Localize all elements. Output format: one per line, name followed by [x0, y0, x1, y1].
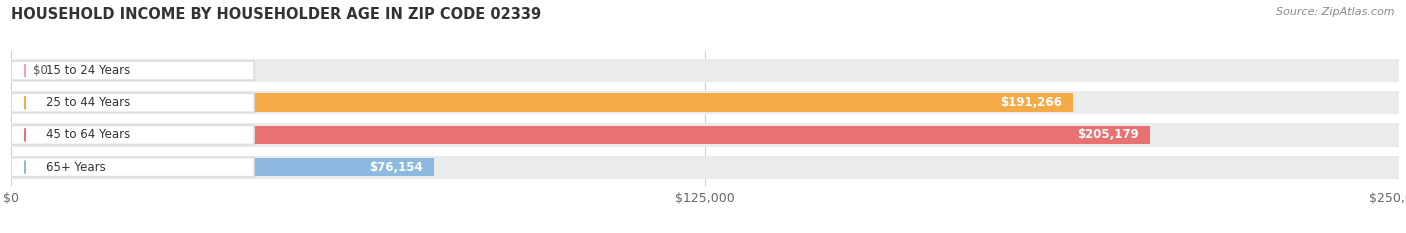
Text: $191,266: $191,266	[1000, 96, 1062, 109]
Text: $0: $0	[34, 64, 48, 77]
Bar	[11, 155, 1399, 179]
Text: 45 to 64 Years: 45 to 64 Years	[46, 128, 131, 141]
Text: 65+ Years: 65+ Years	[46, 161, 105, 174]
Text: $205,179: $205,179	[1077, 128, 1139, 141]
Bar	[11, 91, 1399, 114]
FancyBboxPatch shape	[11, 125, 254, 144]
Text: 15 to 24 Years: 15 to 24 Years	[46, 64, 131, 77]
Bar	[11, 59, 1399, 82]
Text: Source: ZipAtlas.com: Source: ZipAtlas.com	[1277, 7, 1395, 17]
Bar	[11, 158, 434, 176]
Bar	[11, 123, 1399, 147]
Text: 25 to 44 Years: 25 to 44 Years	[46, 96, 131, 109]
Bar	[11, 61, 17, 80]
FancyBboxPatch shape	[11, 93, 254, 112]
Text: $76,154: $76,154	[370, 161, 423, 174]
FancyBboxPatch shape	[11, 61, 254, 80]
Bar	[11, 93, 1073, 112]
FancyBboxPatch shape	[11, 158, 254, 177]
Bar	[11, 126, 1150, 144]
Text: HOUSEHOLD INCOME BY HOUSEHOLDER AGE IN ZIP CODE 02339: HOUSEHOLD INCOME BY HOUSEHOLDER AGE IN Z…	[11, 7, 541, 22]
